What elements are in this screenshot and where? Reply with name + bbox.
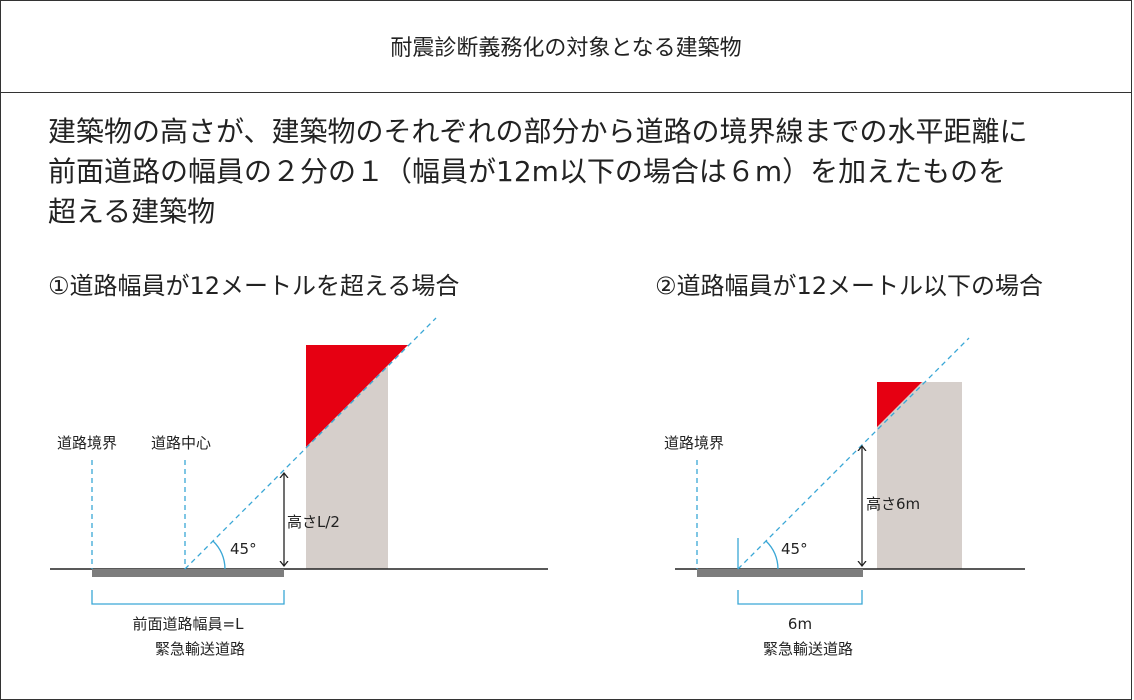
- left-angle-label: 45°: [230, 540, 257, 558]
- left-boundary-label: 道路境界: [57, 434, 117, 452]
- description-line-3: 超える建築物: [48, 195, 216, 228]
- right-exceed-area: [877, 382, 922, 427]
- right-diagram-title: ②道路幅員が12メートル以下の場合: [655, 272, 1044, 300]
- left-center-label: 道路中心: [151, 434, 211, 452]
- left-width-label: 前面道路幅員=L: [133, 615, 245, 633]
- right-diagram: 道路境界 45° 高さ6m 6m 緊急輸送道路: [664, 337, 1025, 658]
- left-road-surface: [92, 569, 284, 577]
- left-diagram-title: ①道路幅員が12メートルを超える場合: [48, 272, 460, 300]
- right-building: [877, 382, 962, 569]
- right-height-label: 高さ6m: [866, 495, 920, 513]
- left-width-bracket: [91, 590, 285, 605]
- page-title: 耐震診断義務化の対象となる建築物: [0, 0, 1132, 93]
- right-angle-arc: [765, 540, 779, 570]
- left-angle-arc: [212, 540, 226, 570]
- right-width-bracket: [737, 590, 863, 605]
- left-exceed-area: [306, 345, 408, 447]
- left-height-label: 高さL/2: [287, 513, 340, 531]
- description-line-1: 建築物の高さが、建築物のそれぞれの部分から道路の境界線までの水平距離に: [48, 115, 1028, 148]
- right-road-surface: [697, 569, 863, 577]
- left-diagram: 道路境界 道路中心 45° 高さL/2 前面道路幅員=L 緊急輸送道路: [50, 317, 548, 658]
- right-boundary-label: 道路境界: [664, 434, 724, 452]
- left-road-label: 緊急輸送道路: [155, 640, 245, 658]
- right-45-degree-line: [737, 337, 970, 570]
- description-line-2: 前面道路の幅員の２分の１（幅員が12m以下の場合は６m）を加えたものを: [48, 155, 1007, 188]
- right-road-label: 緊急輸送道路: [763, 640, 853, 658]
- description: 建築物の高さが、建築物のそれぞれの部分から道路の境界線までの水平距離に 前面道路…: [48, 112, 1108, 232]
- right-width-label: 6m: [788, 615, 812, 633]
- right-angle-label: 45°: [781, 540, 808, 558]
